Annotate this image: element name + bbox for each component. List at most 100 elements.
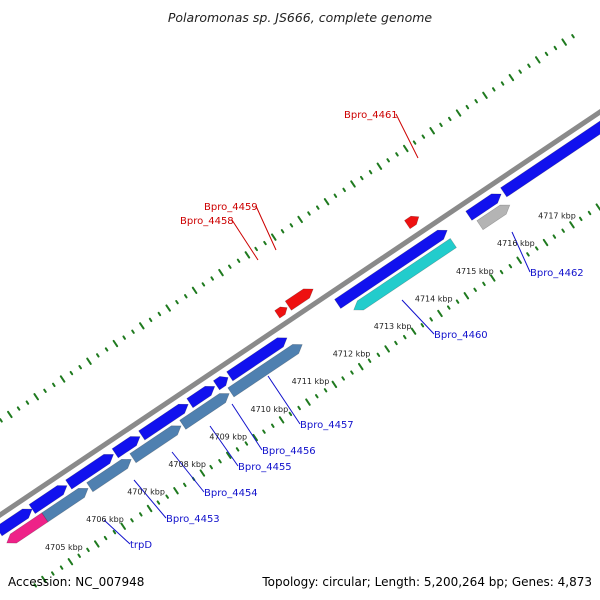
tick-mark [421,134,426,139]
tick-mark [587,210,592,216]
map-title: Polaromonas sp. JS666, complete genome [167,10,433,25]
tick-mark [384,345,390,353]
tick-mark [429,317,433,322]
tick-mark [394,340,398,346]
tick-mark [139,512,143,517]
gene-feature [334,229,448,309]
label-leader-line [103,519,131,545]
tick-label: 4705 kbp [45,543,83,552]
tick-mark [474,99,478,104]
tick-mark [78,365,82,370]
tick-mark [331,380,338,389]
tick-mark [280,229,285,234]
gene-feature-bpro-4461 [404,215,420,230]
tick-label: 4714 kbp [415,294,453,303]
tick-mark [130,518,134,523]
tick-mark [350,180,356,188]
gene-feature [111,436,141,459]
tick-mark [157,311,162,317]
gene-label[interactable]: Bpro_4457 [300,420,354,431]
tick-mark [357,362,364,371]
tick-mark [552,234,557,239]
gene-feature [226,337,288,382]
tick-mark [165,304,171,312]
tick-mark [7,410,13,419]
tick-mark [571,34,575,39]
gene-feature [0,508,33,537]
tick-mark [165,494,169,499]
tick-mark [225,451,232,459]
tick-mark [148,317,153,323]
tick-mark [455,109,462,117]
tick-mark [25,400,30,405]
tick-mark [395,152,399,157]
tick-mark [323,198,330,206]
tick-mark [16,406,21,411]
tick-mark [534,246,539,251]
tick-mark [323,388,328,393]
tick-dot-tracks [0,34,600,588]
gene-feature [227,344,303,398]
tick-label: 4711 kbp [292,377,330,386]
tick-mark [120,522,126,530]
gene-label[interactable]: Bpro_4454 [204,488,258,499]
tick-mark [218,268,224,277]
tick-mark [228,264,232,269]
label-leader-line [511,231,531,273]
tick-mark [412,140,417,145]
tick-mark [307,211,311,216]
tick-mark [314,394,319,399]
gene-label[interactable]: Bpro_4459 [204,202,258,213]
gene-feature [212,376,229,391]
tick-mark [59,375,66,383]
tick-label: 4712 kbp [333,350,371,359]
tick-mark [244,441,249,446]
tick-mark [69,370,74,376]
tick-mark [429,127,435,135]
tick-mark [86,547,90,553]
tick-mark [175,299,179,305]
genome-summary-text: Topology: circular; Length: 5,200,264 bp… [262,575,592,589]
tick-mark [52,382,56,388]
tick-mark [139,322,145,330]
gene-label[interactable]: Bpro_4453 [166,514,220,525]
gene-label[interactable]: trpD [130,540,152,551]
label-leader-line [267,375,301,425]
tick-mark [112,529,117,535]
tick-mark [173,487,179,495]
tick-mark [86,357,92,365]
tick-label: 4708 kbp [168,460,206,469]
tick-mark [254,246,258,252]
tick-mark [156,500,161,505]
tick-mark [297,405,301,411]
tick-mark [446,305,451,310]
tick-mark [209,464,213,470]
gene-feature [138,403,189,441]
tick-mark [0,418,3,423]
gene-label[interactable]: Bpro_4455 [238,462,292,473]
tick-label: 4715 kbp [456,267,494,276]
gene-label[interactable]: Bpro_4462 [530,268,584,279]
tick-mark [278,416,285,424]
tick-mark [43,388,47,393]
tick-mark [376,162,383,170]
gene-label[interactable]: Bpro_4458 [180,216,234,227]
tick-mark [191,286,198,294]
tick-mark [386,158,390,163]
gene-label[interactable]: Bpro_4460 [434,330,488,341]
tick-mark [518,69,522,74]
tick-mark [367,358,372,363]
tick-mark [218,459,222,464]
tick-mark [595,203,600,211]
tick-mark [41,575,47,584]
tick-label: 4706 kbp [86,515,124,524]
tick-mark [410,327,417,335]
tick-mark [252,433,258,442]
gene-label[interactable]: Bpro_4456 [262,446,316,457]
gene-label[interactable]: Bpro_4461 [344,110,398,121]
tick-mark [263,240,267,246]
tick-mark [578,216,583,222]
tick-mark [491,87,496,92]
tick-mark [103,535,108,541]
gene-feature [186,385,216,409]
